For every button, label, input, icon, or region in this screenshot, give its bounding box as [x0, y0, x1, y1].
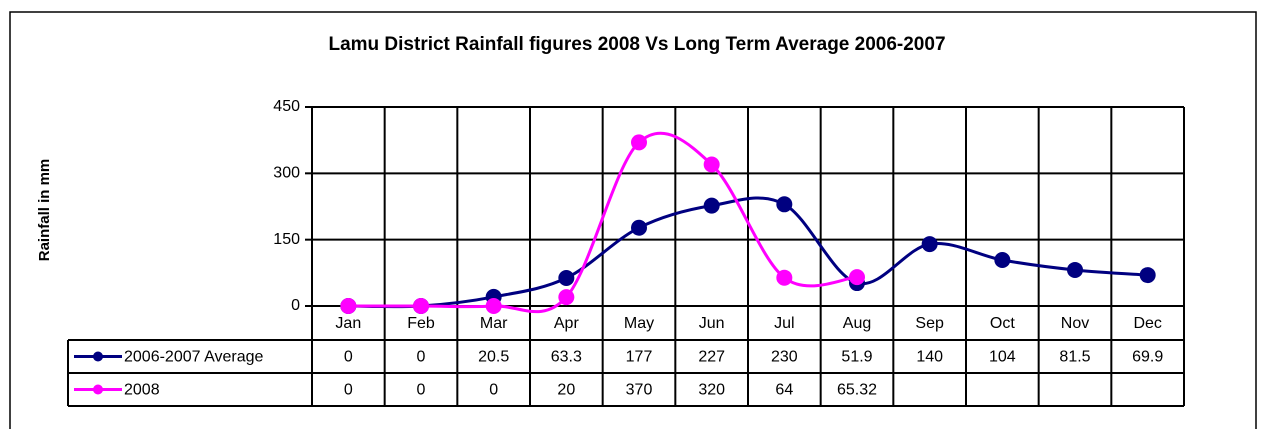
x-tick-label: Sep: [915, 315, 944, 332]
x-tick-label: Apr: [554, 315, 580, 332]
data-point: [413, 298, 429, 314]
table-value: 370: [626, 382, 653, 399]
x-tick-label: Nov: [1061, 315, 1089, 332]
table-value: 177: [626, 349, 653, 366]
table-value: 63.3: [551, 349, 582, 366]
data-point: [631, 134, 647, 151]
legend-marker: [93, 351, 103, 362]
y-tick-label: 450: [273, 98, 300, 115]
data-point: [558, 289, 575, 306]
x-tick-label: Mar: [480, 315, 508, 332]
x-tick-label: Jun: [699, 315, 725, 332]
y-tick-label: 300: [273, 165, 300, 182]
data-point: [703, 197, 720, 214]
table-value: 20: [557, 382, 575, 399]
data-point: [776, 269, 793, 286]
data-point: [849, 269, 865, 286]
table-value: 81.5: [1059, 349, 1090, 366]
table-value: 230: [771, 349, 798, 366]
table-value: 0: [344, 349, 353, 366]
data-point: [776, 196, 793, 213]
table-value: 227: [698, 349, 725, 366]
legend-marker: [93, 384, 103, 395]
chart-border: [9, 11, 1257, 429]
table-value: 69.9: [1132, 349, 1163, 366]
data-point: [631, 219, 647, 236]
table-value: 104: [989, 349, 1016, 366]
data-point: [703, 156, 720, 173]
chart-title: Lamu District Rainfall figures 2008 Vs L…: [328, 34, 945, 55]
data-point: [1139, 267, 1156, 284]
x-tick-label: Dec: [1133, 315, 1161, 332]
x-tick-label: Jan: [335, 315, 361, 332]
table-value: 0: [417, 349, 426, 366]
legend-label: 2008: [124, 382, 160, 399]
table-value: 0: [489, 382, 498, 399]
data-point: [340, 298, 357, 314]
table-value: 320: [698, 382, 725, 399]
table-value: 140: [916, 349, 943, 366]
table-value: 51.9: [841, 349, 872, 366]
table-value: 0: [344, 382, 353, 399]
y-tick-label: 150: [273, 231, 300, 248]
x-tick-label: Aug: [843, 315, 871, 332]
table-value: 65.32: [837, 382, 877, 399]
x-tick-label: Feb: [407, 315, 435, 332]
table-value: 0: [417, 382, 426, 399]
x-tick-label: Jul: [774, 315, 794, 332]
y-tick-label: 0: [291, 297, 300, 314]
x-tick-label: May: [624, 315, 654, 332]
legend-label: 2006-2007 Average: [124, 349, 263, 366]
data-point: [558, 270, 575, 287]
data-point: [921, 236, 938, 253]
series-line: [348, 131, 858, 314]
table-value: 64: [775, 382, 793, 399]
data-point: [994, 252, 1011, 269]
y-axis-label: Rainfall in mm: [36, 159, 53, 262]
data-point: [485, 298, 502, 314]
data-point: [1067, 261, 1083, 278]
x-tick-label: Oct: [990, 315, 1015, 332]
table-value: 20.5: [478, 349, 509, 366]
